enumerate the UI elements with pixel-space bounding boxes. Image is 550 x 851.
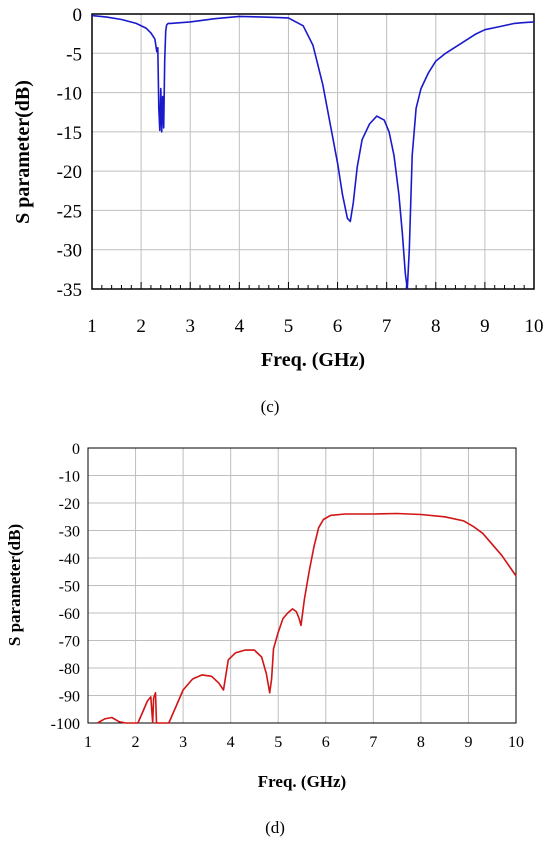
x-tick-label: 7	[382, 316, 392, 337]
x-tick-label: 9	[480, 316, 490, 337]
y-tick-label: -90	[59, 689, 80, 706]
y-tick-label: -35	[57, 280, 82, 301]
y-tick-label: 0	[73, 5, 83, 26]
x-tick-label: 8	[431, 316, 441, 337]
y-tick-label: -70	[59, 634, 80, 651]
y-tick-label: -30	[59, 524, 80, 541]
x-tick-label: 4	[235, 316, 245, 337]
panel-label-d: (d)	[265, 818, 285, 837]
panel-label-c: (c)	[261, 397, 280, 416]
x-tick-label: 1	[87, 316, 97, 337]
x-tick-label: 6	[333, 316, 343, 337]
x-tick-label: 1	[84, 734, 92, 751]
chart-panel-c: 1 2 3 4 5 6 7 8 9 10 0 -5 -10 -15 -20 -25 -30 -35 Freq. (…	[12, 5, 544, 416]
y-tick-label: -30	[57, 241, 82, 262]
y-axis-label-c: S parameter(dB)	[12, 80, 34, 224]
x-tick-label: 8	[417, 734, 425, 751]
y-tick-label: -80	[59, 661, 80, 678]
ticks-c: 1 2 3 4 5 6 7 8 9 10 0 -5 -10 -15 -20 -25 -30 -35	[57, 5, 544, 337]
plot-frame-c	[91, 13, 535, 290]
y-tick-label: -100	[51, 716, 80, 733]
x-tick-label: 10	[508, 734, 524, 751]
x-tick-label: 10	[525, 316, 544, 337]
y-tick-label: -10	[57, 84, 82, 105]
y-tick-label: -20	[57, 162, 82, 183]
y-tick-label: -40	[59, 551, 80, 568]
y-tick-label: -25	[57, 201, 82, 222]
x-tick-label: 3	[179, 734, 187, 751]
series-line	[97, 512, 517, 724]
y-tick-label: -50	[59, 579, 80, 596]
chart-panel-d: 1 2 3 4 5 6 7 8 9 10 0 -10 -20 -30 -40 -50 -60 -70 -80 -90 -…	[5, 441, 524, 837]
x-tick-label: 5	[284, 316, 294, 337]
grid-d	[88, 448, 516, 723]
x-tick-label: 9	[464, 734, 472, 751]
x-tick-label: 2	[136, 316, 146, 337]
series-d	[97, 512, 517, 724]
x-tick-label: 6	[322, 734, 330, 751]
y-tick-label: -20	[59, 496, 80, 513]
y-tick-label: -10	[59, 469, 80, 486]
series-line	[91, 14, 535, 290]
x-tick-label: 3	[185, 316, 195, 337]
y-tick-label: 0	[72, 441, 80, 458]
y-axis-label-d: S parameter(dB)	[5, 524, 24, 646]
x-axis-label-d: Freq. (GHz)	[258, 772, 346, 791]
series-c	[91, 14, 535, 290]
x-tick-label: 5	[274, 734, 282, 751]
plot-area-c	[92, 14, 534, 289]
x-tick-label: 4	[227, 734, 235, 751]
x-axis-label-c: Freq. (GHz)	[261, 349, 365, 371]
y-tick-label: -60	[59, 606, 80, 623]
y-tick-label: -15	[57, 123, 82, 144]
plot-frame-d	[87, 447, 517, 724]
x-tick-label: 2	[132, 734, 140, 751]
x-tick-label: 7	[369, 734, 377, 751]
ticks-d: 1 2 3 4 5 6 7 8 9 10 0 -10 -20 -30 -40 -50 -60 -70 -80 -90 -…	[51, 441, 524, 751]
y-tick-label: -5	[66, 44, 82, 65]
